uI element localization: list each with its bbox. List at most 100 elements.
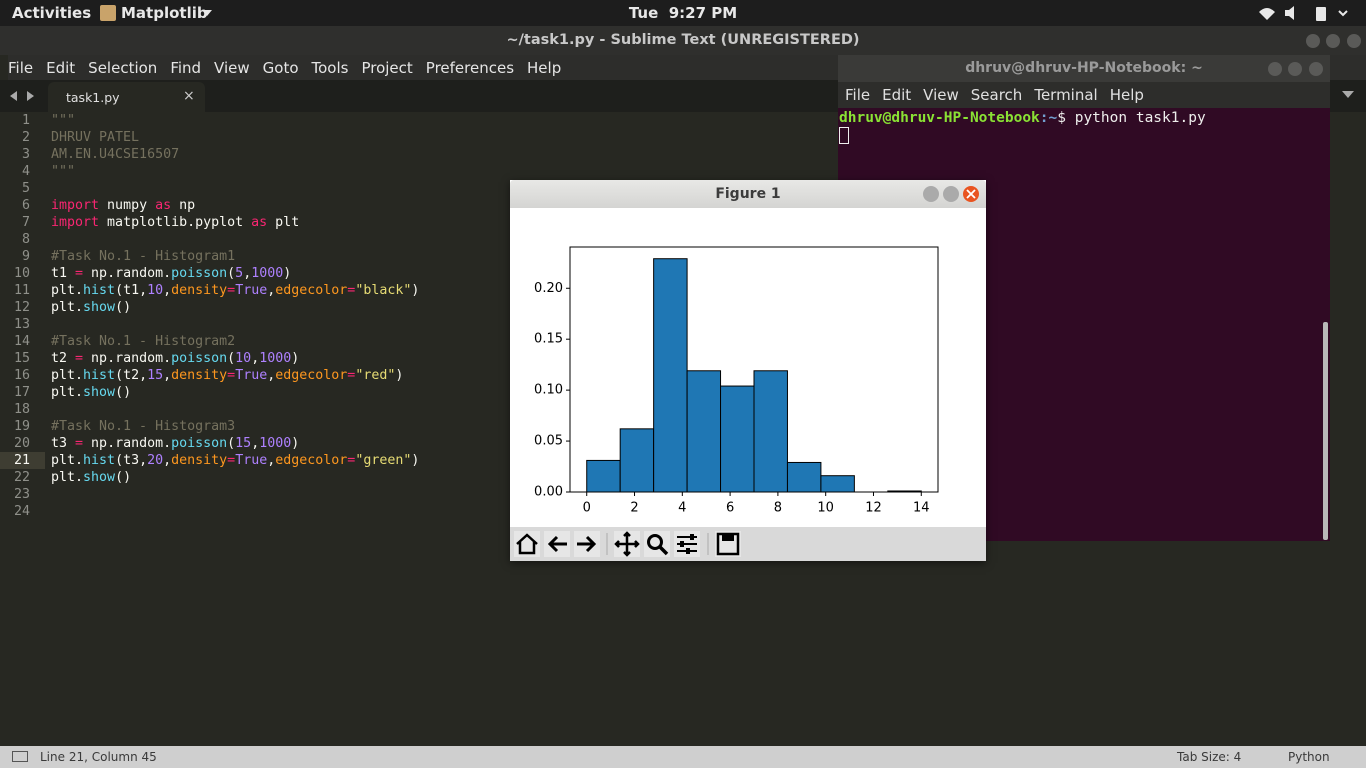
menu-item[interactable]: Tools: [311, 58, 349, 77]
code-token: np.random.: [83, 266, 172, 281]
code-token: 15: [147, 368, 164, 383]
terminal-menu: File Edit View Search Terminal Help: [838, 82, 1330, 108]
tab-nav[interactable]: [8, 90, 36, 102]
editor-titlebar: ~/task1.py - Sublime Text (UNREGISTERED): [0, 26, 1366, 55]
menu-item[interactable]: Terminal: [1034, 86, 1098, 104]
scrollbar[interactable]: [1323, 322, 1328, 540]
code-token: ): [411, 283, 420, 298]
line-number: 3: [21, 147, 30, 162]
clock[interactable]: Tue 9:27 PM: [628, 4, 738, 22]
menu-item[interactable]: Preferences: [425, 58, 515, 77]
tab[interactable]: task1.py ×: [48, 82, 205, 112]
code-token: ,: [251, 436, 260, 451]
axes-frame: [569, 246, 939, 493]
code-token: numpy: [99, 198, 156, 213]
chart: 0 2 4 6 8 10 12 14 0.00 0.05 0.10 0.15 0.20: [534, 246, 939, 516]
code-token: "black": [355, 283, 412, 298]
y-tick-label: 0.20: [534, 281, 563, 296]
forward-button[interactable]: [574, 531, 600, 557]
code-line: plt.show(): [51, 384, 131, 401]
code-token: ): [291, 436, 300, 451]
menu-item[interactable]: Search: [970, 86, 1023, 104]
figure-window: Figure 1 0 2 4 6 8 10 12 14 0.00 0.05 0.10 0.15 0.20: [510, 180, 986, 561]
panel-toggle[interactable]: [12, 751, 28, 762]
status-icons[interactable]: [1255, 4, 1355, 22]
code-token: True: [235, 368, 268, 383]
code-token: ): [283, 266, 292, 281]
code-line: plt.hist(t3,20,density=True,edgecolor="g…: [51, 452, 419, 469]
window-controls[interactable]: [1266, 60, 1326, 78]
menu-item[interactable]: View: [214, 58, 250, 77]
bar: [686, 370, 722, 493]
menu-item[interactable]: Help: [1109, 86, 1144, 104]
code-token: =: [227, 453, 236, 468]
terminal-titlebar: dhruv@dhruv-HP-Notebook: ~: [838, 55, 1330, 82]
code-token: True: [235, 453, 268, 468]
code-line: #Task No.1 - Histogram1: [51, 248, 235, 265]
menu-item[interactable]: Help: [527, 58, 562, 77]
bar: [720, 385, 755, 493]
code-token: ,: [163, 453, 172, 468]
tab-size[interactable]: Tab Size: 4: [1177, 750, 1242, 764]
zoom-button[interactable]: [644, 531, 670, 557]
pan-button[interactable]: [614, 531, 640, 557]
menu-item[interactable]: Edit: [882, 86, 912, 104]
line-number: 20: [13, 436, 30, 451]
y-tick-label: 0.10: [534, 383, 563, 398]
menu-item[interactable]: Edit: [46, 58, 76, 77]
code-token: show: [83, 300, 116, 315]
syntax[interactable]: Python: [1288, 750, 1330, 764]
line-number: 12: [13, 300, 30, 315]
code-line: t2 = np.random.poisson(10,1000): [51, 350, 299, 367]
code-token: ,: [267, 453, 276, 468]
activities[interactable]: Activities: [12, 4, 92, 22]
prompt-line: dhruv@dhruv-HP-Notebook:~$ python task1.…: [839, 109, 1206, 127]
code-line: """: [51, 112, 75, 129]
code-token: plt.: [51, 300, 84, 315]
line-number: 21: [13, 453, 30, 468]
menu-item[interactable]: Goto: [262, 58, 299, 77]
code-line: t1 = np.random.poisson(5,1000): [51, 265, 291, 282]
menu-item[interactable]: Selection: [88, 58, 158, 77]
window-controls[interactable]: [922, 185, 982, 203]
menu-item[interactable]: File: [845, 86, 871, 104]
code-line: AM.EN.U4CSE16507: [51, 146, 179, 163]
code-token: hist: [83, 283, 116, 298]
code-line: DHRUV PATEL: [51, 129, 139, 146]
app-icon: [100, 5, 116, 21]
cursor-position: Line 21, Column 45: [40, 750, 157, 764]
app-menu[interactable]: Matplotlib: [121, 4, 208, 22]
home-button[interactable]: [514, 531, 540, 557]
menu-item[interactable]: View: [923, 86, 959, 104]
terminal-title: dhruv@dhruv-HP-Notebook: ~: [965, 60, 1203, 76]
toolbar-icons: [514, 531, 741, 557]
code-token: density: [171, 283, 228, 298]
code-token: show: [83, 385, 116, 400]
line-number: 16: [13, 368, 30, 383]
code-token: poisson: [171, 436, 228, 451]
code-token: 10: [235, 351, 252, 366]
code-token: =: [227, 368, 236, 383]
configure-button[interactable]: [674, 531, 700, 557]
y-tick-label: 0.15: [534, 332, 563, 347]
menu-item[interactable]: File: [8, 58, 34, 77]
window-controls[interactable]: [1304, 32, 1364, 50]
code-token: =: [227, 283, 236, 298]
code-token: import: [51, 215, 100, 230]
code-token: edgecolor: [275, 283, 348, 298]
line-number: 23: [13, 487, 30, 502]
code-token: hist: [83, 368, 116, 383]
menu-item[interactable]: Find: [170, 58, 202, 77]
x-tick-label: 0: [583, 501, 591, 516]
back-button[interactable]: [544, 531, 570, 557]
save-button[interactable]: [715, 531, 741, 557]
tab-dropdown[interactable]: [1342, 90, 1354, 100]
line-number: 1: [21, 113, 30, 128]
code-token: DHRUV PATEL: [51, 130, 140, 145]
tab-close[interactable]: ×: [183, 88, 195, 104]
menu-item[interactable]: Project: [361, 58, 413, 77]
code-area[interactable]: 1 """ 2 DHRUV PATEL 3 AM.EN.U4CSE16507 4 """ 5 6 i…: [0, 112, 1366, 746]
bar: [753, 370, 788, 493]
toolbar: [510, 527, 986, 561]
